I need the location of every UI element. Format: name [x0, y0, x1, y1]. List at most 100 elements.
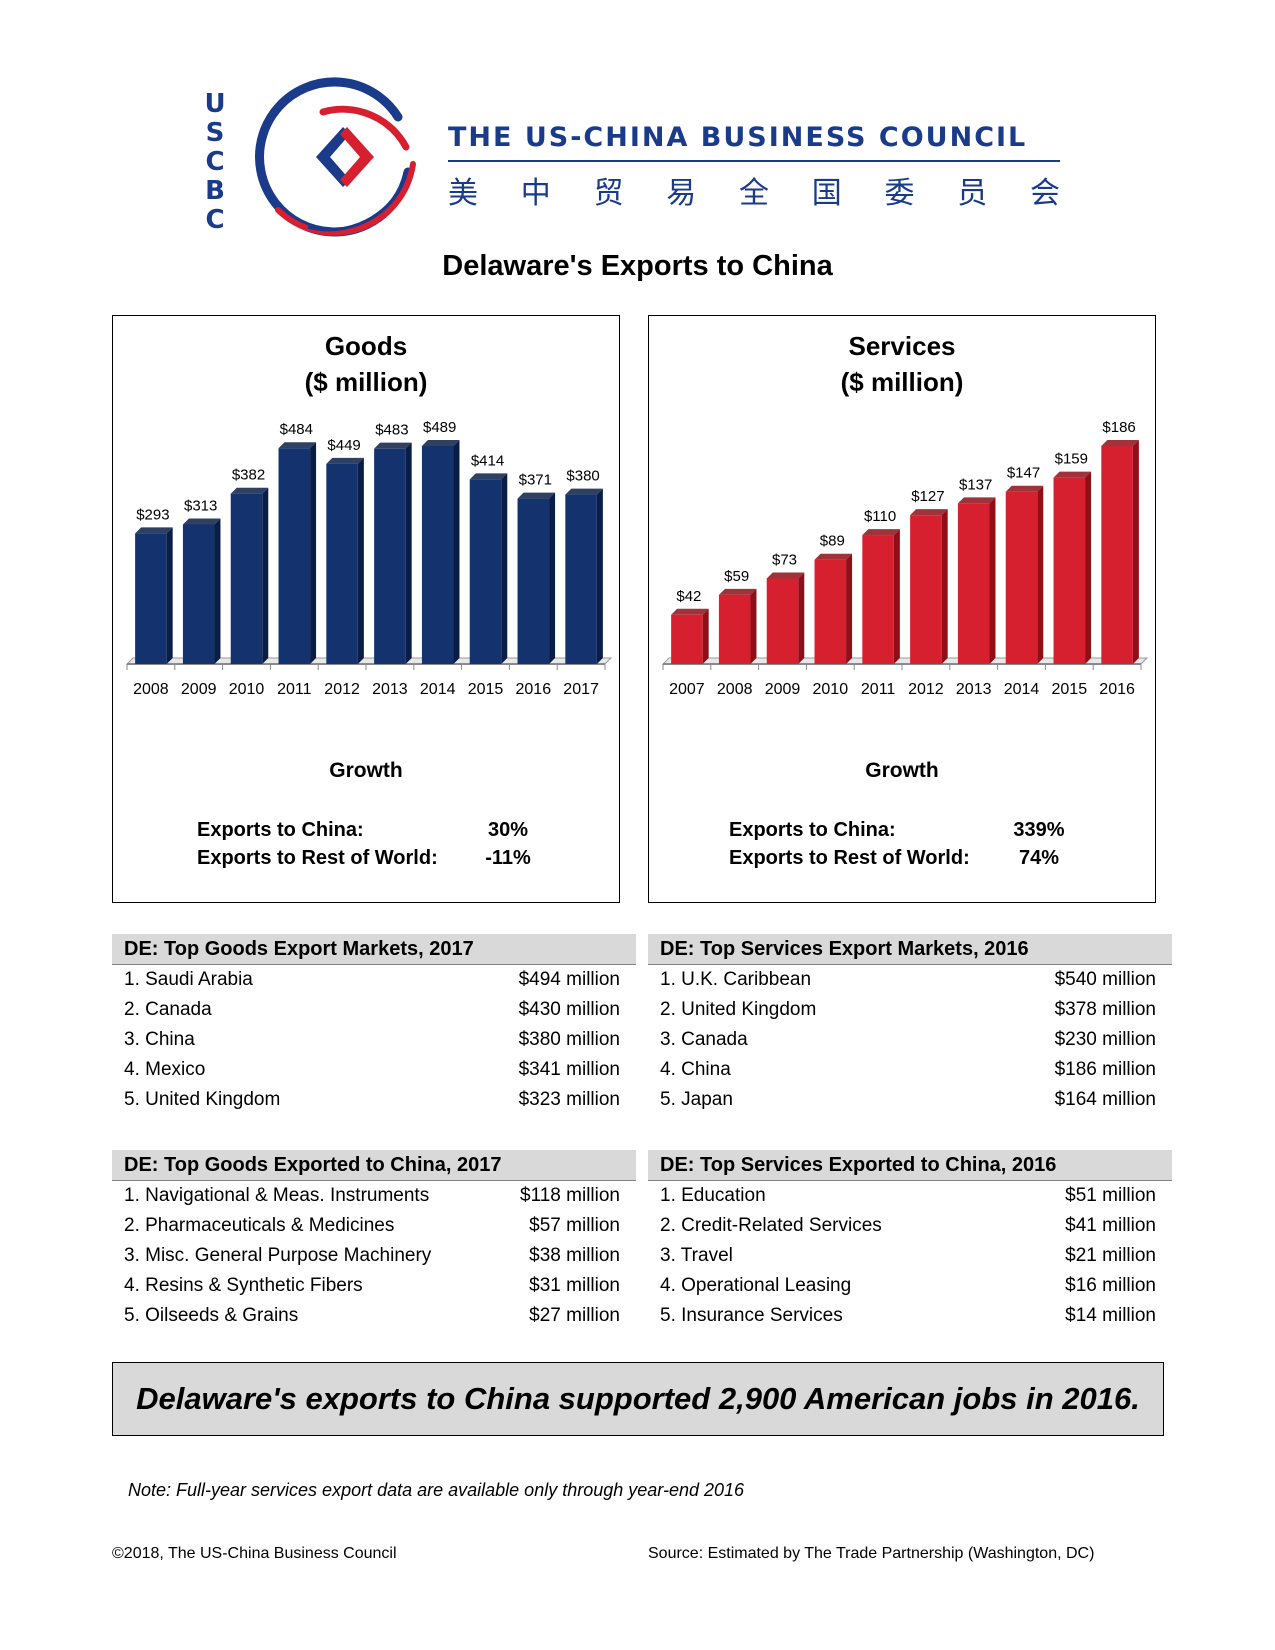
services-bar-face — [957, 503, 990, 664]
services-bar — [1053, 471, 1092, 664]
services-category-label: 2015 — [1052, 681, 1088, 698]
goods-data-label: $313 — [184, 497, 217, 514]
services-bar-top — [910, 509, 948, 516]
row-name: 2. Canada — [124, 999, 212, 1020]
goods-bar-side — [549, 492, 556, 664]
table-row: 1. U.K. Caribbean $540 million — [648, 965, 1172, 995]
footnote: Note: Full-year services export data are… — [128, 1480, 745, 1500]
services-bar-side — [1132, 440, 1139, 664]
goods-category-label: 2016 — [516, 681, 552, 698]
services-bar — [814, 553, 853, 664]
goods-bar — [230, 487, 269, 664]
services-bar-side — [798, 572, 805, 664]
services-growth-world-value: 74% — [1018, 847, 1060, 869]
services-category-label: 2011 — [861, 681, 896, 698]
services-data-label: $137 — [959, 476, 992, 493]
table-row: 2. United Kingdom $378 million — [648, 995, 1172, 1025]
goods-data-label: $484 — [280, 421, 313, 438]
row-value: $380 million — [518, 1029, 620, 1050]
row-name: 2. United Kingdom — [660, 999, 817, 1020]
goods-bar-top — [230, 487, 269, 494]
goods-bar-chart: $293 2008 $313 2009 $382 2010 $484 2011 $449 2012… — [125, 419, 613, 698]
goods-category-label: 2010 — [229, 681, 265, 698]
table-title: DE: Top Services Export Markets, 2016 — [648, 934, 1172, 965]
services-bar — [1005, 485, 1044, 664]
table-row: 5. Insurance Services $14 million — [648, 1301, 1172, 1331]
goods-growth-heading: Growth — [329, 759, 403, 782]
logo-letter: S — [205, 118, 225, 148]
row-value: $21 million — [1065, 1245, 1156, 1266]
goods-bar-side — [501, 473, 508, 664]
services-bar-face — [862, 535, 894, 664]
table-row: 1. Education $51 million — [648, 1181, 1172, 1211]
services-bar-face — [1005, 491, 1038, 664]
services-bar-side — [750, 588, 757, 664]
org-name-chinese: 美 中 贸 易 全 国 委 员 会 — [448, 168, 1060, 212]
goods-category-label: 2009 — [181, 681, 217, 698]
row-name: 4. China — [660, 1059, 731, 1080]
services-markets-table: DE: Top Services Export Markets, 2016 1.… — [648, 934, 1172, 1115]
row-name: 3. Travel — [660, 1245, 733, 1266]
goods-bar-face — [469, 479, 502, 664]
goods-growth-world-value: -11% — [485, 847, 531, 869]
goods-data-label: $380 — [566, 468, 599, 485]
goods-bar-top — [182, 518, 221, 525]
goods-bar-side — [310, 442, 317, 664]
table-row: 3. Canada $230 million — [648, 1025, 1172, 1055]
goods-bar — [469, 473, 508, 664]
services-bar-top — [1053, 471, 1092, 478]
logo-letter: U — [204, 89, 226, 119]
org-name-divider — [448, 160, 1060, 162]
cn-char: 国 — [811, 176, 842, 211]
goods-data-label: $483 — [375, 422, 408, 439]
services-bar-top — [766, 572, 805, 579]
goods-bar-face — [230, 493, 263, 664]
row-value: $164 million — [1054, 1089, 1156, 1110]
services-bar-face — [1101, 446, 1133, 664]
services-chart-panel: Services ($ million) $42 2007 $59 2008 $73 20… — [648, 315, 1156, 903]
services-bar-face — [671, 614, 703, 664]
cn-char: 委 — [884, 176, 915, 211]
goods-bar-face — [565, 494, 597, 664]
goods-bar-face — [278, 448, 311, 664]
row-name: 5. Oilseeds & Grains — [124, 1305, 299, 1326]
services-data-label: $59 — [724, 568, 749, 585]
row-name: 3. China — [124, 1029, 195, 1050]
row-value: $186 million — [1054, 1059, 1156, 1080]
row-name: 4. Mexico — [124, 1059, 206, 1080]
services-bar — [957, 497, 996, 664]
services-bar-face — [814, 559, 847, 664]
row-name: 3. Canada — [660, 1029, 748, 1050]
goods-data-label: $382 — [232, 467, 265, 484]
goods-bar-side — [166, 527, 173, 664]
row-value: $27 million — [529, 1305, 620, 1326]
services-category-label: 2007 — [669, 681, 705, 698]
row-value: $540 million — [1054, 969, 1156, 990]
services-bar-top — [671, 608, 709, 615]
services-bar-side — [846, 553, 853, 664]
services-growth-heading: Growth — [865, 759, 939, 782]
goods-bar-face — [517, 498, 550, 664]
services-growth-china-value: 339% — [1013, 819, 1065, 841]
table-row: 3. Misc. General Purpose Machinery $38 mi… — [112, 1241, 636, 1271]
goods-category-label: 2008 — [133, 681, 169, 698]
table-row: 5. Japan $164 million — [648, 1085, 1172, 1115]
cn-char: 会 — [1030, 176, 1060, 211]
goods-bar-side — [262, 487, 269, 664]
row-value: $378 million — [1054, 999, 1156, 1020]
services-bar-face — [910, 515, 942, 664]
services-bar-side — [941, 509, 948, 664]
goods-category-label: 2011 — [277, 681, 312, 698]
row-value: $51 million — [1065, 1185, 1156, 1206]
services-category-label: 2010 — [813, 681, 849, 698]
services-bar-top — [1101, 440, 1139, 446]
goods-markets-table: DE: Top Goods Export Markets, 2017 1. Sa… — [112, 934, 636, 1115]
row-value: $31 million — [529, 1275, 620, 1296]
table-row: 4. Mexico $341 million — [112, 1055, 636, 1085]
row-name: 4. Operational Leasing — [660, 1275, 852, 1296]
services-data-label: $127 — [911, 488, 944, 505]
row-value: $323 million — [518, 1089, 620, 1110]
logo-letter: C — [205, 205, 225, 235]
services-bar-chart: $42 2007 $59 2008 $73 2009 $89 2010 $110 2011 $127… — [661, 419, 1149, 698]
services-bar-face — [1053, 477, 1086, 664]
